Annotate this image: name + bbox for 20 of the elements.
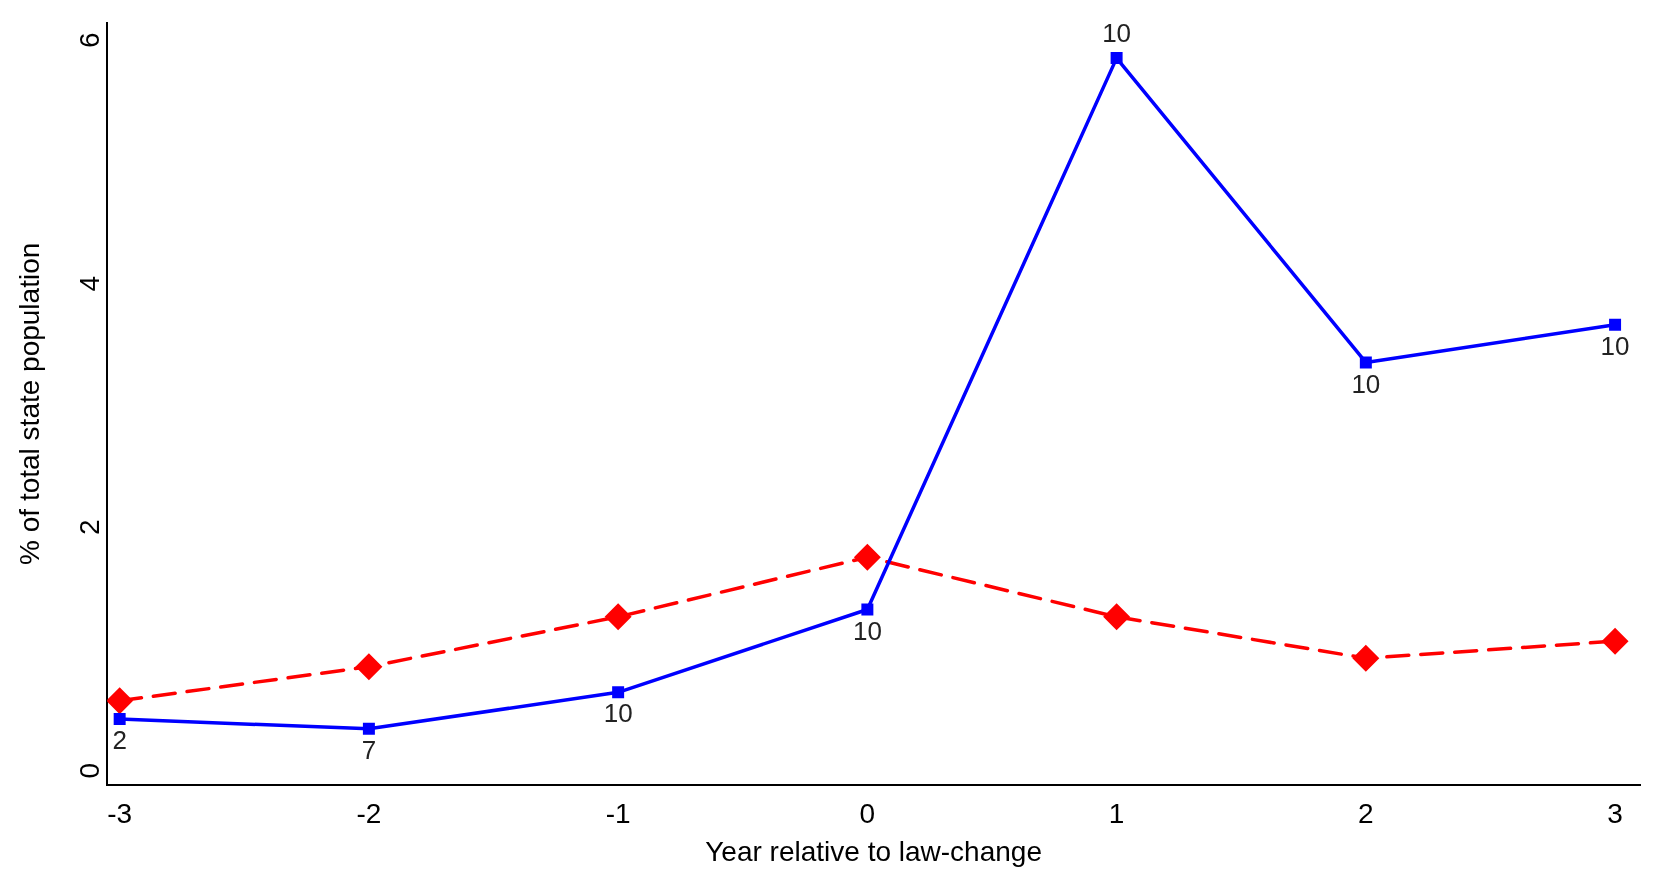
x-tick-label: 3 xyxy=(1607,798,1623,830)
y-tick-label: 2 xyxy=(73,519,105,536)
y-axis-title: % of total state population xyxy=(13,242,45,565)
x-tick-label: 1 xyxy=(1108,798,1125,830)
y-tick-label: 6 xyxy=(73,32,105,49)
annotation: 7 xyxy=(361,734,377,765)
y-tick-label: 4 xyxy=(73,275,105,292)
x-axis-title: Year relative to law-change xyxy=(705,835,1042,867)
annotation: 10 xyxy=(603,698,633,729)
annotation: 2 xyxy=(112,725,127,756)
x-tick-label: 2 xyxy=(1358,798,1374,830)
x-tick-label: 0 xyxy=(859,798,876,830)
annotation: 10 xyxy=(1102,18,1132,49)
x-tick-label: -3 xyxy=(107,798,133,830)
annotation: 10 xyxy=(1351,368,1381,399)
x-tick-label: -2 xyxy=(356,798,382,830)
annotation: 10 xyxy=(1600,330,1630,361)
y-tick-label: 0 xyxy=(73,762,105,779)
x-tick-label: -1 xyxy=(605,798,631,830)
annotation: 10 xyxy=(852,615,882,646)
